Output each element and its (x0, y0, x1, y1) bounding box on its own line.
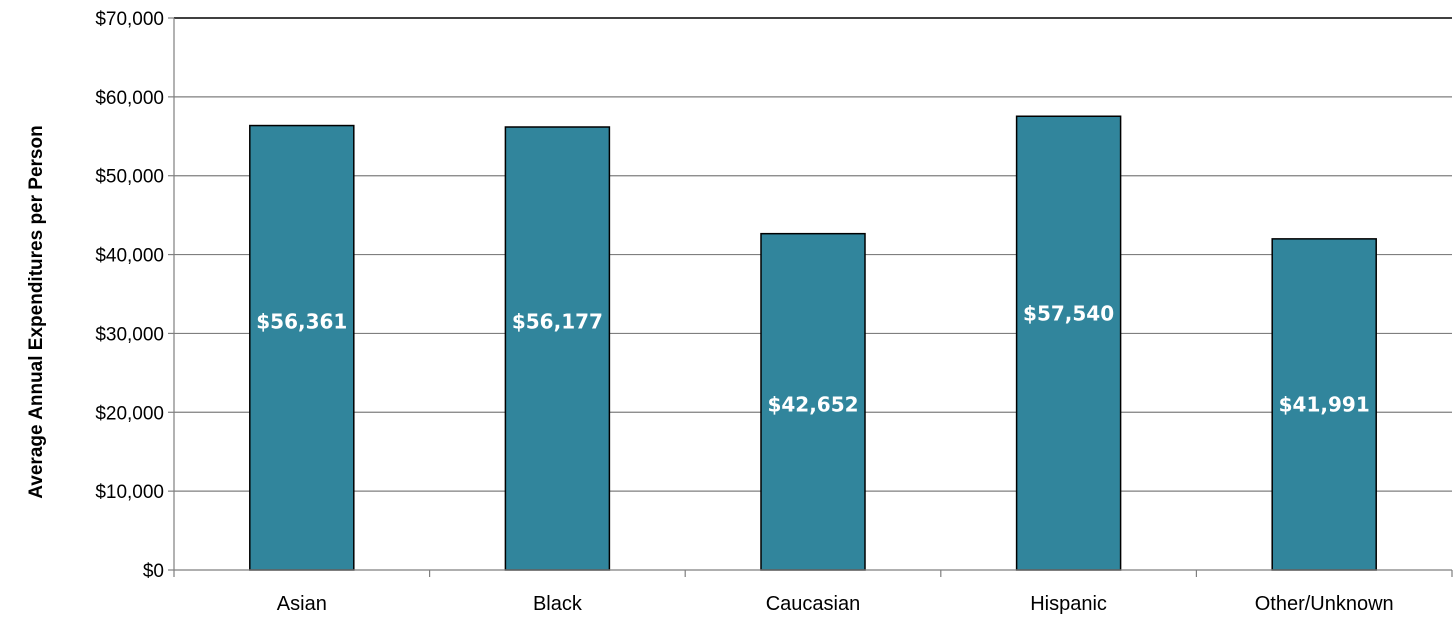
axes (168, 17, 1453, 577)
bar-asian (249, 124, 355, 571)
y-tick-label: $20,000 (95, 403, 164, 424)
y-axis-title: Average Annual Expenditures per Person (26, 125, 47, 498)
y-tick-label: $10,000 (95, 482, 164, 503)
data-label: $56,361 (256, 310, 347, 334)
x-category-label: Other/Unknown (1255, 593, 1394, 615)
bars (249, 115, 1377, 571)
data-label: $41,991 (1279, 392, 1370, 416)
x-category-label: Caucasian (766, 593, 861, 615)
y-tick-label: $40,000 (95, 246, 164, 267)
x-category-label: Hispanic (1030, 593, 1107, 615)
data-label: $56,177 (512, 310, 603, 334)
grid-lines (174, 17, 1452, 492)
x-category-label: Black (533, 593, 583, 615)
data-label: $42,652 (767, 392, 858, 416)
y-tick-label: $0 (143, 561, 164, 582)
bar-other-unknown (1271, 238, 1377, 571)
x-category-label: Asian (277, 593, 327, 615)
y-tick-label: $70,000 (95, 9, 164, 30)
labels: $0 $10,000 $20,000 $30,000 $40,000 $50,000 $60… (95, 9, 1393, 615)
y-tick-label: $30,000 (95, 324, 164, 345)
y-tick-label: $50,000 (95, 167, 164, 188)
y-tick-label: $60,000 (95, 88, 164, 109)
bar-hispanic (1015, 115, 1122, 571)
bar-black (504, 126, 611, 571)
data-label: $57,540 (1023, 302, 1114, 326)
